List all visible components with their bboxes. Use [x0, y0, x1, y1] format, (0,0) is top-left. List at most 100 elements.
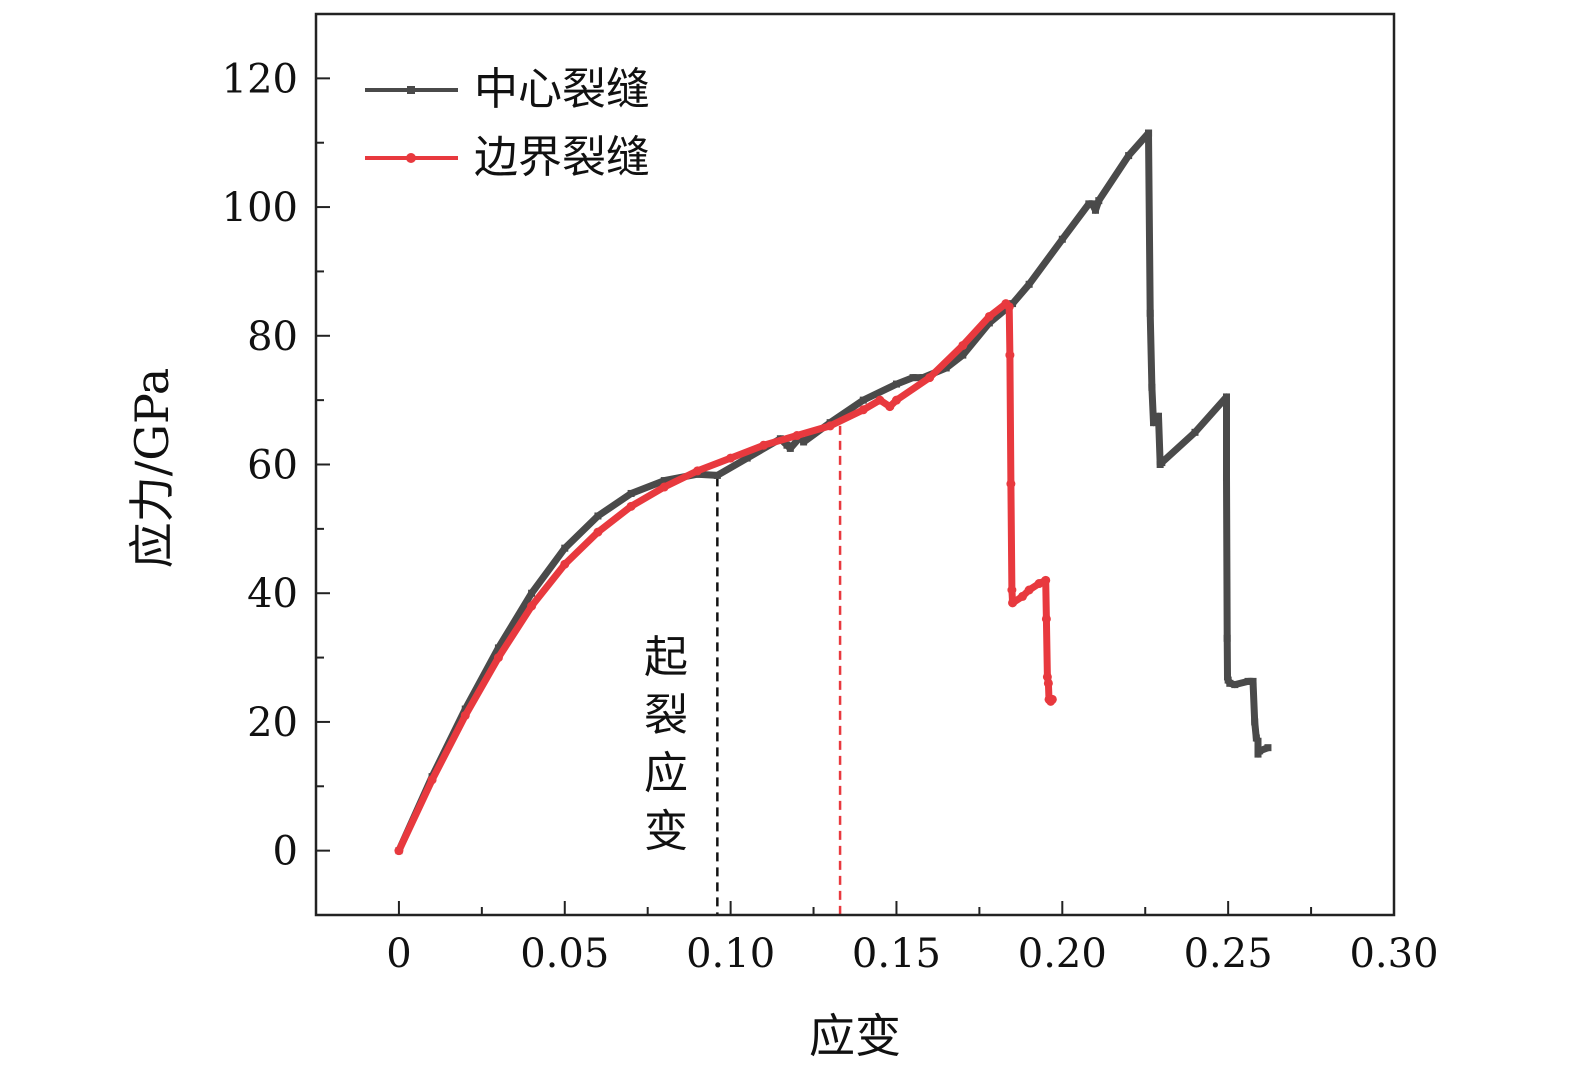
data-point — [1254, 737, 1262, 745]
data-point — [660, 477, 668, 485]
data-point — [859, 396, 867, 404]
data-point — [659, 482, 669, 492]
x-tick-label: 0 — [386, 931, 411, 977]
data-point — [1058, 235, 1066, 243]
data-point — [892, 380, 900, 388]
data-point — [891, 395, 901, 405]
data-point — [759, 440, 769, 450]
data-point — [1043, 678, 1053, 688]
data-point — [1004, 302, 1014, 312]
y-axis-title: 应力/GPa — [125, 368, 179, 569]
x-tick-label: 0.20 — [1018, 931, 1107, 977]
crack-initiation-strain-label: 起裂应变 — [644, 632, 688, 857]
annotation-char: 变 — [644, 806, 688, 857]
data-point — [1264, 744, 1272, 752]
data-point — [560, 559, 570, 569]
legend-label-center-crack: 中心裂缝 — [474, 64, 650, 115]
data-point — [985, 319, 993, 327]
data-point — [1088, 200, 1096, 208]
data-point — [1125, 152, 1133, 160]
data-point — [858, 405, 868, 415]
data-point — [1249, 677, 1257, 685]
data-point — [1007, 585, 1017, 595]
x-axis-title: 应变 — [809, 1009, 901, 1063]
data-point — [743, 454, 751, 462]
y-tick-label: 80 — [247, 314, 298, 360]
data-point — [1158, 459, 1166, 467]
data-point — [1146, 309, 1154, 317]
data-point — [919, 374, 927, 382]
legend-item-center-crack: 中心裂缝 — [365, 64, 650, 115]
data-point — [713, 471, 721, 479]
data-point — [692, 466, 702, 476]
annotation-char: 起 — [644, 632, 688, 683]
data-point — [561, 544, 569, 552]
y-tick-label: 60 — [247, 443, 298, 489]
y-tick-label: 120 — [222, 56, 298, 102]
data-point — [1009, 300, 1017, 308]
data-point — [1091, 206, 1099, 214]
data-point — [627, 489, 635, 497]
annotation-char: 裂 — [644, 690, 688, 741]
data-point — [460, 710, 470, 720]
legend-marker-edge-crack — [406, 153, 416, 163]
legend-item-edge-crack: 边界裂缝 — [365, 132, 650, 183]
data-point — [528, 589, 536, 597]
data-point — [1148, 383, 1156, 391]
series-line — [395, 300, 1056, 853]
data-point — [1223, 634, 1231, 642]
data-point — [942, 364, 950, 372]
data-point — [875, 395, 885, 405]
data-point — [726, 453, 736, 463]
series-0 — [395, 129, 1272, 855]
data-point — [909, 374, 917, 382]
data-point — [1047, 694, 1057, 704]
data-point — [1244, 677, 1252, 685]
tick-layer: 0 0.05 0.10 0.15 0.20 0.25 0.30 0 20 40 60 80 100 120 — [222, 13, 1439, 977]
x-tick-label: 0.25 — [1184, 931, 1273, 977]
data-point — [593, 527, 603, 537]
data-point — [1041, 575, 1051, 585]
data-point — [626, 501, 636, 511]
data-point — [1222, 473, 1230, 481]
data-point — [792, 431, 802, 441]
series-line — [395, 129, 1270, 853]
data-point — [984, 311, 994, 321]
data-point — [594, 512, 602, 520]
annotation-char: 应 — [644, 748, 688, 799]
data-point — [825, 421, 835, 431]
legend-marker-center-crack — [407, 86, 415, 94]
y-tick-label: 20 — [247, 700, 298, 746]
data-point — [1145, 129, 1153, 137]
x-tick-label: 0.10 — [686, 931, 775, 977]
data-point — [394, 846, 404, 856]
y-tick-label: 0 — [273, 829, 298, 875]
data-point — [885, 402, 895, 412]
x-tick-label: 0.15 — [852, 931, 941, 977]
data-point — [1231, 681, 1239, 689]
data-point — [1191, 428, 1199, 436]
data-point — [958, 340, 968, 350]
data-point — [1005, 350, 1015, 360]
data-point — [800, 438, 808, 446]
plot-layer — [394, 129, 1272, 915]
x-tick-label: 0.30 — [1349, 931, 1438, 977]
data-point — [1025, 280, 1033, 288]
data-point — [1154, 412, 1162, 420]
data-point — [1041, 614, 1051, 624]
data-point — [527, 601, 537, 611]
series-1 — [394, 299, 1057, 856]
y-tick-label: 40 — [247, 571, 298, 617]
data-point — [427, 775, 437, 785]
data-point — [1226, 679, 1234, 687]
data-point — [786, 444, 794, 452]
data-point — [925, 373, 935, 383]
legend-label-edge-crack: 边界裂缝 — [474, 132, 650, 183]
data-point — [1222, 393, 1230, 401]
x-tick-label: 0.05 — [520, 931, 609, 977]
data-point — [493, 653, 503, 663]
data-point — [1251, 718, 1259, 726]
data-point — [959, 351, 967, 359]
data-point — [1018, 591, 1028, 601]
